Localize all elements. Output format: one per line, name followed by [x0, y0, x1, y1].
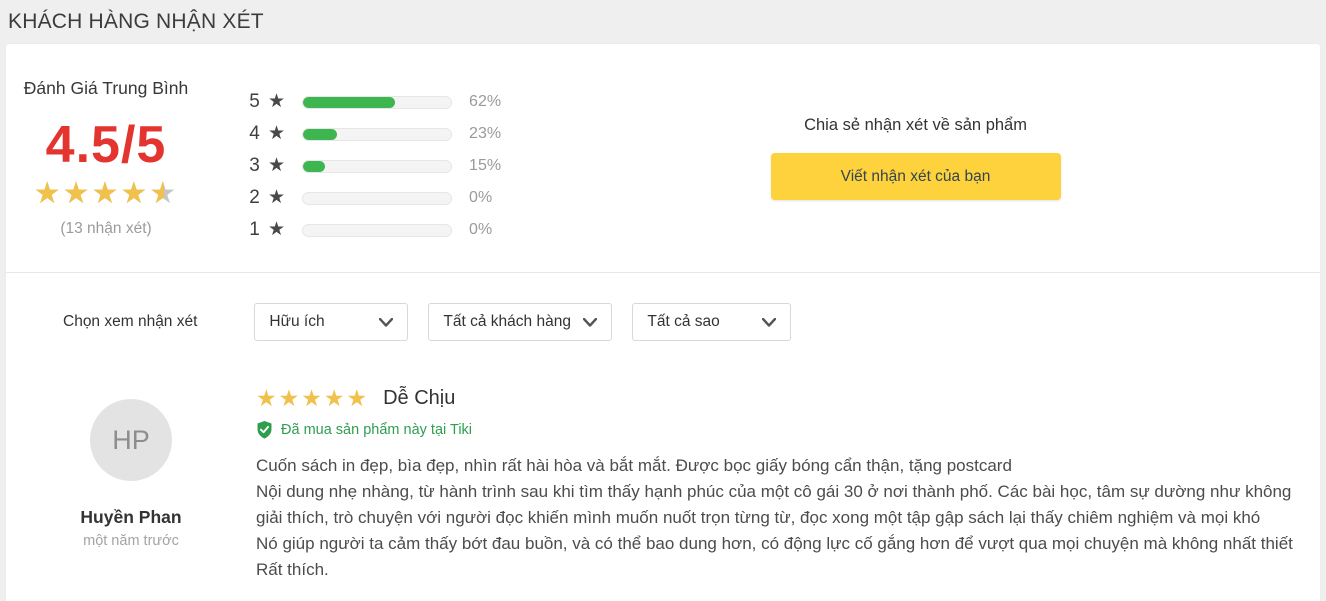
rating-percent: 62% — [469, 93, 502, 110]
review-content: ★★★★★ Dễ Chịu Đã mua sản phẩm này tại Ti… — [256, 387, 1320, 583]
review-body-line: Nội dung nhẹ nhàng, từ hành trình sau kh… — [256, 482, 1292, 501]
chevron-down-icon — [379, 317, 394, 327]
rating-bar-fill — [303, 128, 338, 140]
star-count-label: 1 — [249, 219, 260, 240]
reviewer-block: HP Huyền Phan một năm trước — [6, 387, 256, 583]
filter-dropdown-value: Tất cả sao — [647, 313, 720, 330]
average-rating-stars: ★★★★★ ★★★★★ — [34, 177, 178, 210]
avatar: HP — [90, 399, 172, 481]
rating-bar-row-5: 5 ★ 62% — [248, 86, 511, 118]
average-rating-score: 4.5/5 — [45, 116, 167, 174]
review-body-line: Cuốn sách in đẹp, bìa đẹp, nhìn rất hài … — [256, 456, 1012, 475]
share-review-block: Chia sẻ nhận xét về sản phẩm Viết nhận x… — [511, 78, 1320, 200]
average-rating-label: Đánh Giá Trung Bình — [23, 78, 189, 98]
filter-dropdown-helpful[interactable]: Hữu ích — [254, 303, 409, 341]
rating-bar-fill — [303, 96, 395, 108]
reviews-card: Đánh Giá Trung Bình 4.5/5 ★★★★★ ★★★★★ (1… — [6, 44, 1320, 601]
rating-percent: 23% — [469, 125, 502, 142]
filters-label: Chọn xem nhận xét — [63, 313, 198, 330]
average-rating-block: Đánh Giá Trung Bình 4.5/5 ★★★★★ ★★★★★ (1… — [6, 78, 206, 238]
filter-dropdown-customers[interactable]: Tất cả khách hàng — [428, 303, 613, 341]
rating-distribution: 5 ★ 62% 4 ★ 23% 3 ★ 15% 2 ★ 0% — [248, 78, 511, 246]
share-review-prompt: Chia sẻ nhận xét về sản phẩm — [804, 116, 1027, 134]
filter-dropdown-value: Tất cả khách hàng — [443, 313, 571, 330]
rating-percent: 0% — [469, 221, 493, 238]
review-body-line: Rất thích. — [256, 560, 329, 579]
section-header: KHÁCH HÀNG NHẬN XÉT — [0, 0, 1326, 44]
rating-bar-track — [302, 223, 453, 237]
rating-bar-track — [302, 95, 453, 109]
verified-purchase-label: Đã mua sản phẩm này tại Tiki — [281, 422, 473, 438]
star-icon: ★ — [268, 218, 286, 240]
rating-bar-row-3: 3 ★ 15% — [248, 150, 511, 182]
rating-bar-track — [302, 191, 453, 205]
rating-bar-track — [302, 127, 453, 141]
rating-bar-track — [302, 159, 453, 173]
star-icon: ★ — [268, 154, 286, 176]
review-body: Cuốn sách in đẹp, bìa đẹp, nhìn rất hài … — [256, 453, 1320, 583]
stars-background-icon: ★★★★★ — [33, 177, 179, 210]
verified-purchase: Đã mua sản phẩm này tại Tiki — [256, 421, 1320, 439]
verified-shield-icon — [256, 421, 273, 439]
review-timestamp: một năm trước — [83, 533, 179, 549]
review-body-line: Nó giúp người ta cảm thấy bớt đau buồn, … — [256, 534, 1293, 553]
star-count-label: 4 — [249, 123, 260, 144]
rating-bar-row-4: 4 ★ 23% — [248, 118, 511, 150]
review-header: ★★★★★ Dễ Chịu — [256, 387, 1320, 410]
star-icon: ★ — [268, 90, 286, 112]
rating-percent: 0% — [469, 189, 493, 206]
rating-bar-row-2: 2 ★ 0% — [248, 182, 511, 214]
chevron-down-icon — [762, 317, 777, 327]
section-title: KHÁCH HÀNG NHẬN XÉT — [8, 10, 264, 33]
star-icon: ★ — [268, 122, 286, 144]
review-title: Dễ Chịu — [383, 387, 456, 409]
review-count: (13 nhận xét) — [60, 220, 152, 237]
review-rating-stars: ★★★★★ — [256, 385, 370, 411]
stars-fill-icon: ★★★★★ — [33, 177, 164, 210]
review-filters: Chọn xem nhận xét Hữu ích Tất cả khách h… — [6, 273, 1320, 369]
star-count-label: 2 — [249, 187, 260, 208]
filter-dropdown-value: Hữu ích — [269, 313, 325, 330]
chevron-down-icon — [583, 317, 598, 327]
rating-bar-fill — [303, 160, 326, 172]
star-icon: ★ — [268, 186, 286, 208]
rating-bar-row-1: 1 ★ 0% — [248, 214, 511, 246]
review-item: HP Huyền Phan một năm trước ★★★★★ Dễ Chị… — [6, 369, 1320, 583]
reviewer-name: Huyền Phan — [80, 507, 182, 527]
filter-dropdown-stars[interactable]: Tất cả sao — [632, 303, 792, 341]
rating-summary-section: Đánh Giá Trung Bình 4.5/5 ★★★★★ ★★★★★ (1… — [6, 44, 1320, 273]
star-count-label: 5 — [249, 91, 260, 112]
rating-percent: 15% — [469, 157, 502, 174]
avatar-initials: HP — [112, 424, 150, 455]
star-count-label: 3 — [249, 155, 260, 176]
write-review-button[interactable]: Viết nhận xét của bạn — [770, 153, 1061, 200]
review-body-line: giải thích, trò chuyện với người đọc khi… — [256, 508, 1261, 527]
